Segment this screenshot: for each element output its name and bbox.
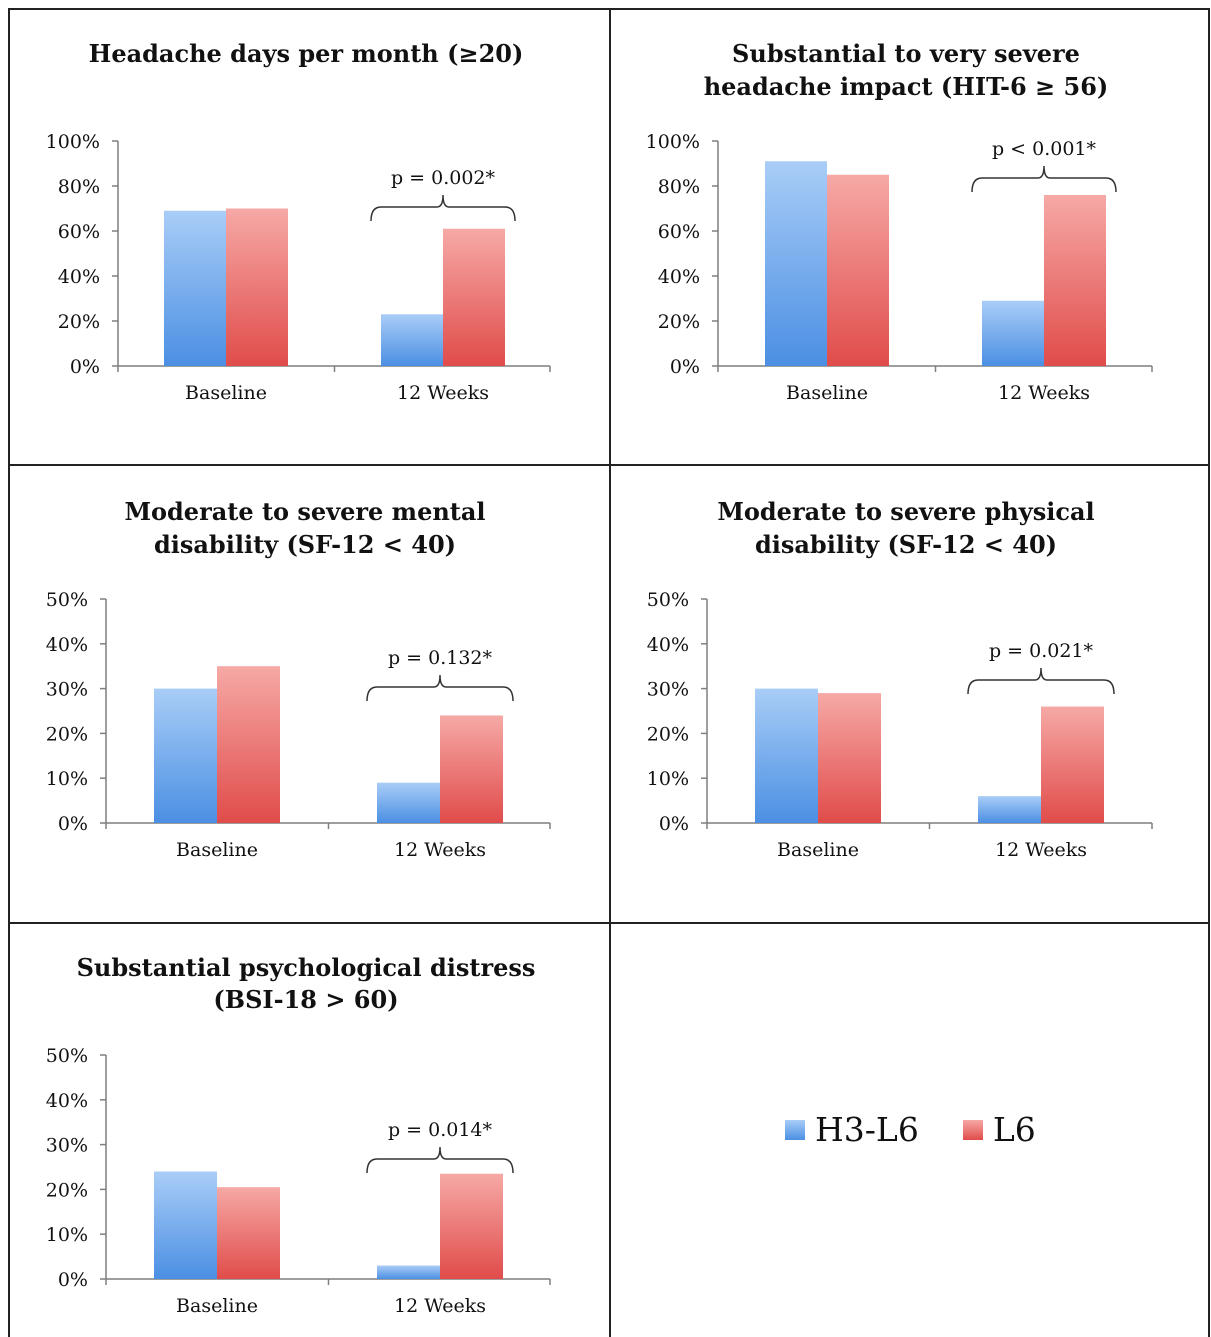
divider-vertical xyxy=(609,8,611,1337)
chart5-y-tick-label: 50% xyxy=(46,1045,88,1067)
chart1-y-tick-label: 40% xyxy=(58,266,100,288)
chart1-p-value: p = 0.002* xyxy=(391,167,496,189)
legend-label-l6: L6 xyxy=(992,1110,1036,1149)
chart2-y-tick-label: 100% xyxy=(646,131,700,153)
chart5-y-tick-label: 0% xyxy=(58,1269,88,1291)
chart4-y-tick-label: 0% xyxy=(659,813,689,835)
chart2-title-line-2: headache impact (HIT-6 ≥ 56) xyxy=(704,72,1109,101)
chart2-x-tick-label: 12 Weeks xyxy=(998,382,1090,404)
chart1-y-tick-label: 60% xyxy=(58,221,100,243)
chart1-x-tick-label: Baseline xyxy=(185,382,267,404)
chart5-y-tick-label: 10% xyxy=(46,1224,88,1246)
chart4-title-line-2: disability (SF-12 < 40) xyxy=(755,530,1057,559)
chart4-x-tick-label: 12 Weeks xyxy=(995,839,1087,861)
chart3-significance-bracket xyxy=(366,674,514,702)
chart4-y-tick-label: 40% xyxy=(647,634,689,656)
chart1-y-tick-label: 20% xyxy=(58,311,100,333)
chart2-title-line-1: Substantial to very severe xyxy=(732,39,1080,68)
chart3-bar-h3l6-baseline xyxy=(154,688,217,823)
chart1-bar-l6-12weeks xyxy=(443,228,505,366)
chart3-bar-h3l6-12weeks xyxy=(377,782,440,823)
chart5-bar-h3l6-12weeks xyxy=(377,1265,440,1279)
chart1-bar-h3l6-12weeks xyxy=(381,314,443,366)
chart1-title-line-1: Headache days per month (≥20) xyxy=(89,39,524,68)
chart3-bar-l6-12weeks xyxy=(440,715,503,823)
chart3-y-tick-label: 50% xyxy=(46,589,88,611)
chart1-y-tick-label: 100% xyxy=(46,131,100,153)
chart2-x-tick-label: Baseline xyxy=(786,382,868,404)
chart3-bar-l6-baseline xyxy=(217,666,280,823)
chart4-y-tick-label: 50% xyxy=(647,589,689,611)
chart4-p-value: p = 0.021* xyxy=(989,640,1094,662)
chart2-bar-l6-baseline xyxy=(827,174,889,366)
chart1-bar-h3l6-baseline xyxy=(164,210,226,366)
legend-label-h3l6: H3-L6 xyxy=(815,1110,919,1149)
chart5-x-tick-label: Baseline xyxy=(176,1295,258,1317)
chart5-title-line-2: (BSI-18 > 60) xyxy=(213,985,398,1014)
chart4-y-tick-label: 10% xyxy=(647,768,689,790)
chart2-bar-l6-12weeks xyxy=(1044,195,1106,366)
chart5-y-tick-label: 20% xyxy=(46,1179,88,1201)
chart3-p-value: p = 0.132* xyxy=(388,647,493,669)
chart5-y-tick-label: 40% xyxy=(46,1090,88,1112)
chart2-bar-h3l6-12weeks xyxy=(982,300,1044,366)
chart3-title-line-2: disability (SF-12 < 40) xyxy=(154,530,456,559)
chart5-bar-l6-baseline xyxy=(217,1187,280,1279)
legend-item-h3l6: H3-L6 xyxy=(785,1110,919,1149)
chart4-y-tick-label: 20% xyxy=(647,723,689,745)
chart5-x-tick-label: 12 Weeks xyxy=(394,1295,486,1317)
chart3-x-tick-label: Baseline xyxy=(176,839,258,861)
chart3-title-line-1: Moderate to severe mental xyxy=(124,497,485,526)
chart4-title-line-1: Moderate to severe physical xyxy=(717,497,1094,526)
legend-swatch-h3l6 xyxy=(785,1119,805,1140)
chart4-x-tick-label: Baseline xyxy=(777,839,859,861)
chart2-bar-h3l6-baseline xyxy=(765,161,827,366)
chart4-y-tick-label: 30% xyxy=(647,679,689,701)
chart2-y-tick-label: 80% xyxy=(658,176,700,198)
chart3-y-tick-label: 40% xyxy=(46,634,88,656)
chart2-y-tick-label: 40% xyxy=(658,266,700,288)
chart3-y-tick-label: 0% xyxy=(58,813,88,835)
chart2-y-tick-label: 60% xyxy=(658,221,700,243)
chart2-p-value: p < 0.001* xyxy=(992,138,1097,160)
legend-item-l6: L6 xyxy=(962,1110,1036,1149)
chart2-y-tick-label: 0% xyxy=(670,356,700,378)
chart4-bar-h3l6-baseline xyxy=(755,688,818,823)
chart5-significance-bracket xyxy=(366,1146,514,1174)
chart4-bar-l6-baseline xyxy=(818,693,881,823)
legend: H3-L6 L6 xyxy=(785,1110,1080,1149)
chart4-significance-bracket xyxy=(967,667,1115,695)
divider-horizontal-2 xyxy=(8,922,1210,924)
chart1-y-tick-label: 0% xyxy=(70,356,100,378)
chart5-p-value: p = 0.014* xyxy=(388,1119,493,1141)
chart5-title-line-1: Substantial psychological distress xyxy=(77,953,536,982)
chart1-x-tick-label: 12 Weeks xyxy=(397,382,489,404)
chart3-y-tick-label: 10% xyxy=(46,768,88,790)
chart1-bar-l6-baseline xyxy=(226,208,288,366)
chart4-bar-h3l6-12weeks xyxy=(978,796,1041,823)
chart3-y-tick-label: 20% xyxy=(46,723,88,745)
legend-swatch-l6 xyxy=(962,1119,983,1140)
chart2-significance-bracket xyxy=(971,165,1117,193)
chart3-y-tick-label: 30% xyxy=(46,679,88,701)
chart1-significance-bracket xyxy=(370,194,516,222)
chart5-y-tick-label: 30% xyxy=(46,1135,88,1157)
chart3-x-tick-label: 12 Weeks xyxy=(394,839,486,861)
chart5-bar-h3l6-baseline xyxy=(154,1171,217,1279)
divider-horizontal-1 xyxy=(8,464,1210,466)
chart4-bar-l6-12weeks xyxy=(1041,706,1104,823)
chart1-y-tick-label: 80% xyxy=(58,176,100,198)
chart5-bar-l6-12weeks xyxy=(440,1173,503,1279)
chart2-y-tick-label: 20% xyxy=(658,311,700,333)
